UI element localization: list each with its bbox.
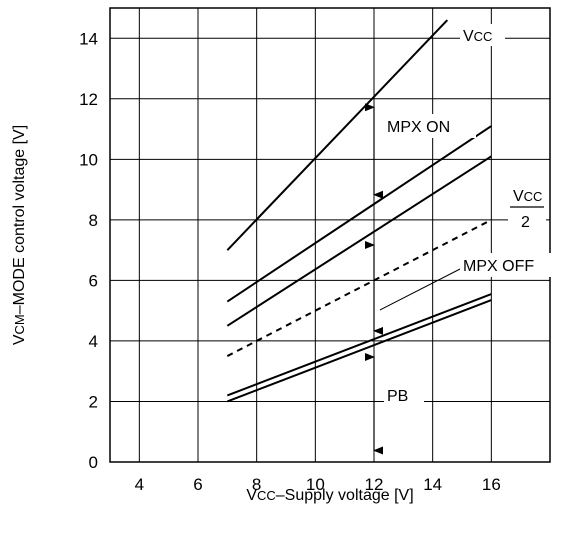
x-tick-label: 16 [482, 475, 501, 494]
x-tick-label: 14 [423, 475, 442, 494]
vcc-half-label-bg [508, 182, 546, 234]
y-tick-label: 2 [89, 392, 98, 411]
x-tick-label: 4 [135, 475, 144, 494]
x-axis-label-rest: –Supply voltage [V] [276, 487, 414, 504]
y-tick-label: 10 [79, 150, 98, 169]
x-tick-label: 10 [306, 475, 325, 494]
vcc-label-bg [460, 24, 505, 46]
annotation-leaders [379, 267, 463, 311]
series-line-pb_lower [226, 299, 492, 403]
x-tick-label: 12 [365, 475, 384, 494]
mpx-off-label: MPX OFF [463, 258, 534, 275]
vcc-half-num-sub: CC [524, 189, 543, 204]
y-tick-label: 8 [89, 211, 98, 230]
pb-label-bg [384, 384, 424, 408]
y-axis-label-rest: –MODE control voltage [V] [11, 125, 28, 314]
x-axis-label-main: V [246, 487, 257, 504]
mpx-off-label-bg [460, 253, 552, 277]
series-lines [226, 19, 492, 403]
x-tick-label: 6 [193, 475, 202, 494]
y-tick-label: 6 [89, 271, 98, 290]
pb-label: PB [387, 388, 408, 405]
series-line-vcc_half [226, 218, 492, 357]
series-line-mpxon_upper [226, 125, 492, 303]
x-tick-label: 8 [252, 475, 261, 494]
vcc-label-main: V [463, 28, 474, 45]
vcc-half-numerator: VCC [513, 188, 542, 205]
y-tick-labels: 0 2 4 6 8 10 12 14 [79, 29, 98, 472]
x-axis-label: VCC–Supply voltage [V] [246, 487, 413, 504]
mpx-off-leader [379, 267, 463, 311]
mpx-on-label-bg [384, 114, 476, 138]
y-tick-label: 14 [79, 29, 98, 48]
vcc-half-denominator: 2 [521, 214, 530, 231]
plot-frame [109, 7, 551, 463]
x-axis-label-sub: CC [257, 488, 276, 503]
y-axis-label: VCM–MODE control voltage [V] [11, 125, 28, 345]
vcc-label-sub: CC [474, 29, 493, 44]
vcc-half-num-main: V [513, 188, 524, 205]
y-tick-label: 0 [89, 453, 98, 472]
y-tick-label: 4 [89, 332, 98, 351]
y-axis-label-main: V [11, 334, 28, 345]
vcc-label: VCC [463, 28, 492, 45]
x-tick-labels: 4 6 8 10 12 14 16 [135, 475, 501, 494]
grid [110, 8, 550, 462]
y-tick-label: 12 [79, 90, 98, 109]
series-line-vcc [226, 19, 449, 251]
series-line-mpxon_lower [226, 155, 492, 327]
mpx-on-label: MPX ON [387, 119, 450, 136]
series-line-pb_upper [226, 293, 492, 397]
y-axis-label-sub: CM [12, 314, 27, 334]
